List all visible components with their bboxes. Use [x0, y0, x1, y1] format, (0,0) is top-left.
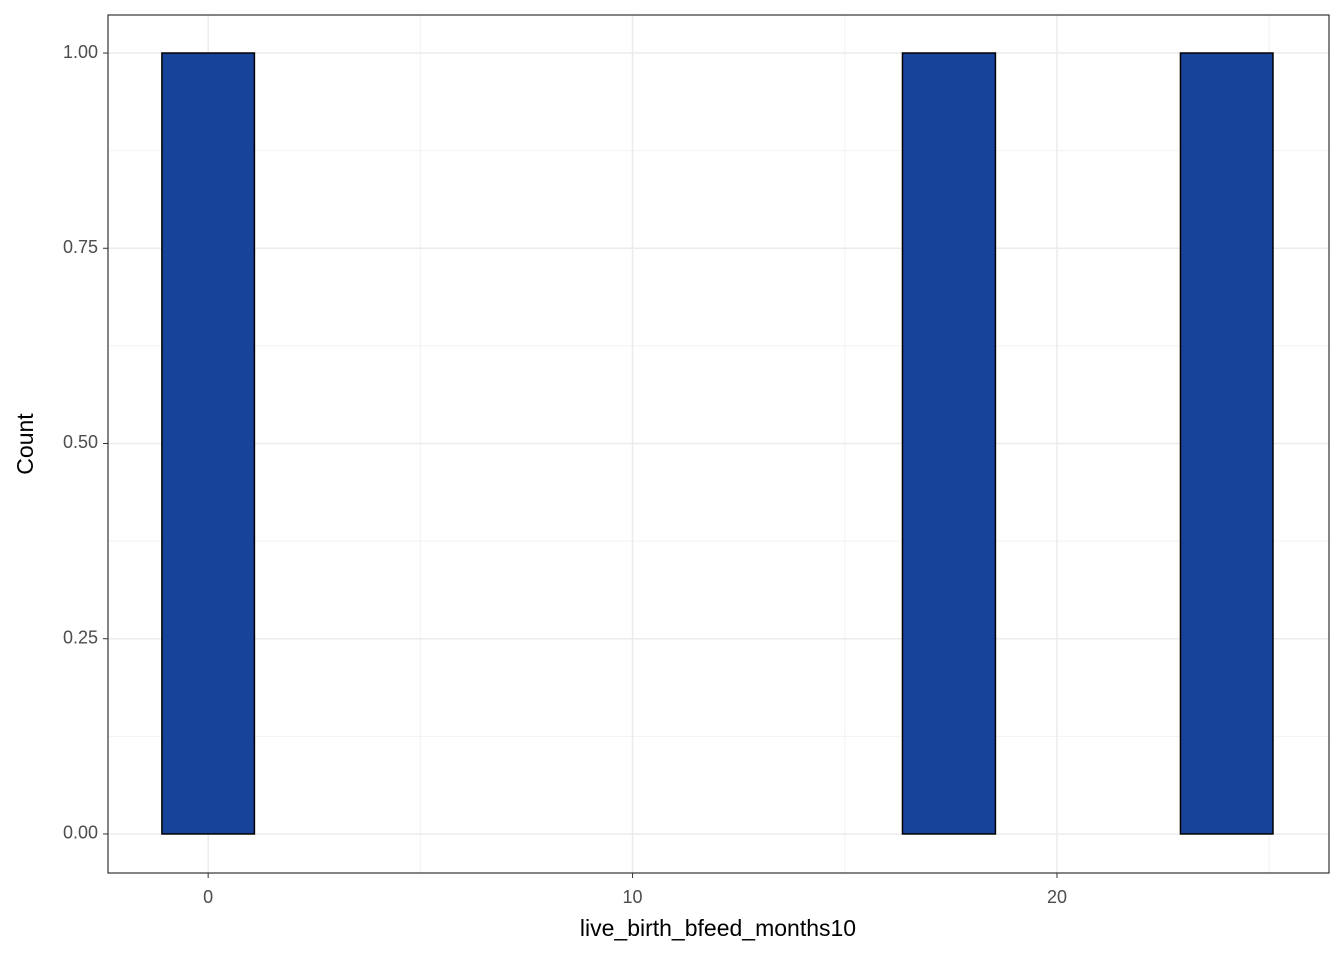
y-tick-label: 0.50 [63, 432, 98, 452]
bar [1179, 52, 1274, 835]
y-tick-label: 0.75 [63, 237, 98, 257]
panel-border [107, 14, 1330, 874]
y-axis-title: Count [12, 413, 38, 475]
bar [161, 52, 256, 835]
y-tick-label: 1.00 [63, 42, 98, 62]
y-tick-label: 0.25 [63, 627, 98, 647]
x-tick-label: 20 [1047, 887, 1067, 907]
x-tick-label: 10 [623, 887, 643, 907]
y-tick-label: 0.00 [63, 823, 98, 843]
bar [901, 52, 997, 835]
x-tick-label: 0 [203, 887, 213, 907]
x-axis-title: live_birth_bfeed_months10 [580, 915, 856, 941]
